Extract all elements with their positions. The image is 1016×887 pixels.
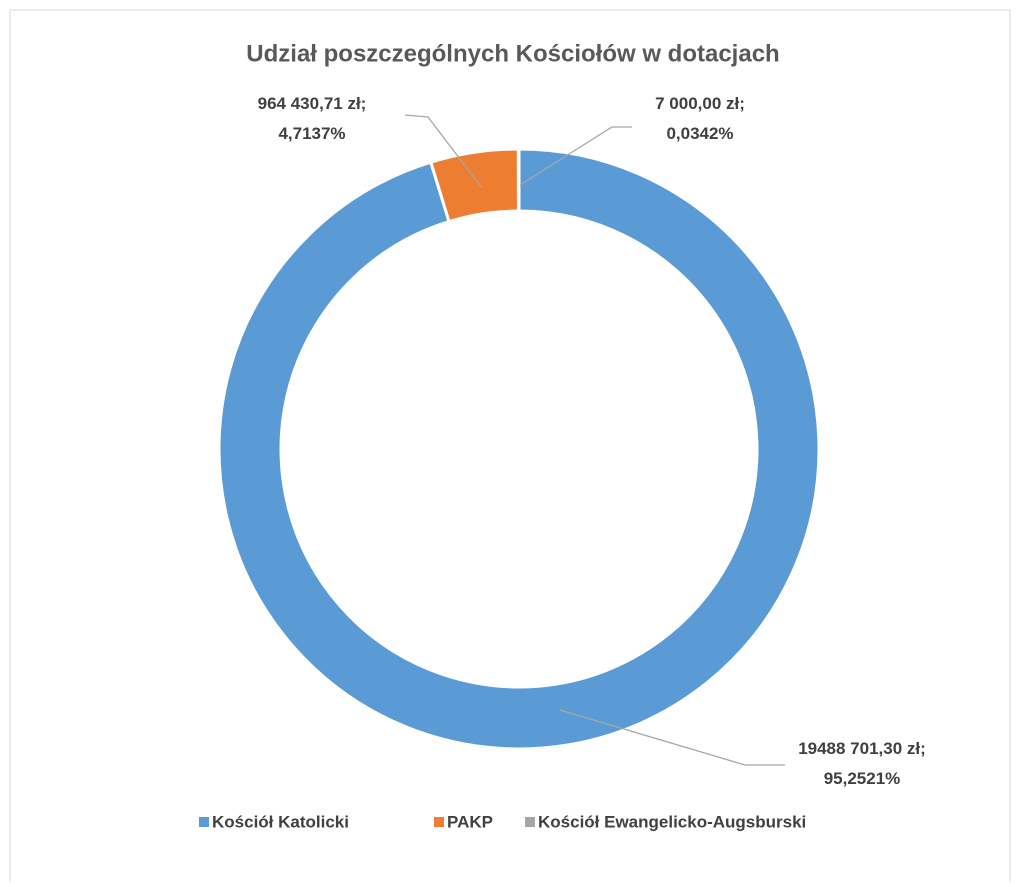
leader-line — [559, 709, 785, 766]
data-label: 7 000,00 zł; 0,0342% — [655, 94, 745, 143]
chart-border — [9, 9, 1011, 887]
leader-line — [519, 126, 632, 186]
data-label: 19488 701,30 zł; 95,2521% — [798, 739, 926, 788]
legend-label: Kościół Katolicki — [212, 812, 349, 831]
legend-label: PAKP — [447, 812, 493, 831]
data-label: 964 430,71 zł; 4,7137% — [258, 94, 367, 143]
chart-title: Udział poszczególnych Kościołów w dotacj… — [246, 40, 779, 67]
legend-label: Kościół Ewangelicko-Augsburski — [538, 812, 806, 831]
legend-swatch — [434, 817, 444, 827]
legend-swatch — [525, 817, 535, 827]
legend-swatch — [199, 817, 209, 827]
leader-line — [404, 114, 483, 189]
donut-slice — [217, 147, 821, 751]
donut-slice — [516, 147, 521, 213]
